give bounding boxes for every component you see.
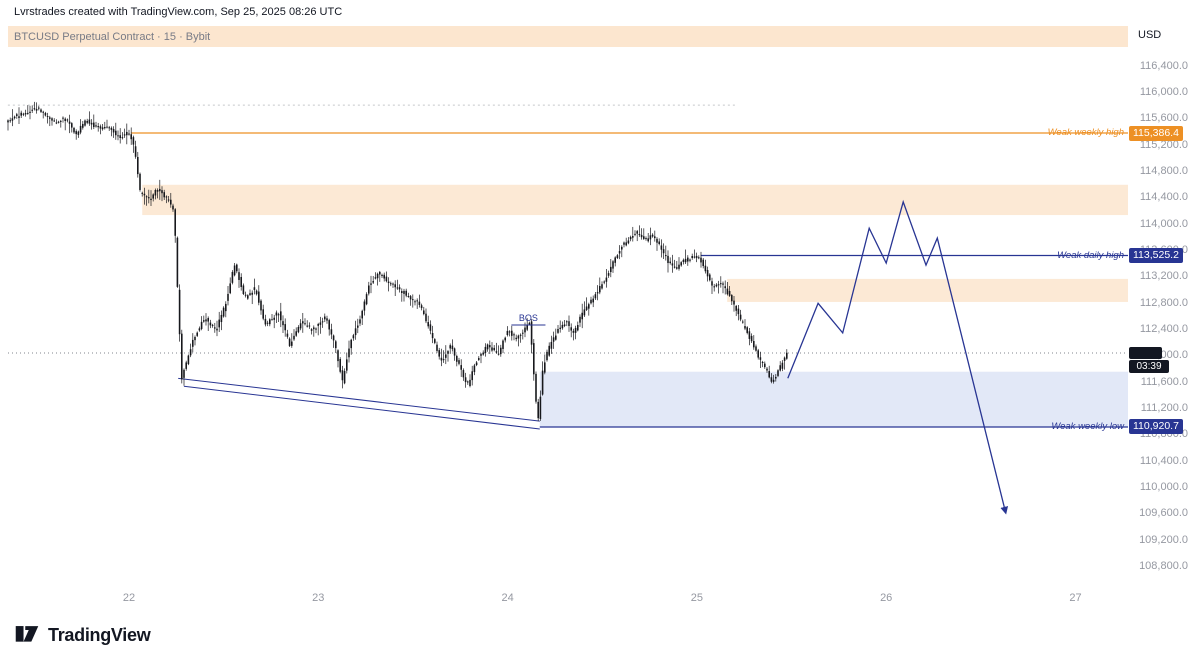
- time-tick-label: 27: [1069, 592, 1082, 604]
- price-tick-label: 110,400.0: [1139, 454, 1188, 467]
- level-lines-group: [130, 132, 1128, 428]
- dotted-lines-group: [7, 104, 1128, 354]
- price-tick-label: 114,800.0: [1139, 165, 1188, 178]
- symbol-title-band: BTCUSD Perpetual Contract · 15 · Bybit: [8, 26, 1128, 47]
- wedge-trendlines-group: [178, 377, 540, 430]
- time-tick-label: 25: [690, 592, 704, 604]
- time-tick-label: 22: [122, 592, 136, 604]
- tradingview-logo-icon: [14, 620, 40, 651]
- demand-zone: [539, 371, 1128, 427]
- price-tick-label: 111,200.0: [1140, 402, 1188, 415]
- symbol-title[interactable]: BTCUSD Perpetual Contract · 15 · Bybit: [14, 30, 211, 43]
- weak-weekly-high-label: Weak weekly high: [1047, 127, 1124, 138]
- price-tick-label: 110,000.0: [1139, 481, 1188, 494]
- price-tick-label: 109,200.0: [1139, 533, 1188, 546]
- price-tick-label: 116,400.0: [1139, 59, 1188, 72]
- price-scale-currency-label: USD: [1138, 29, 1162, 41]
- candles-group: [7, 101, 788, 422]
- zones-group: [142, 184, 1129, 427]
- weak-weekly-high-price-badge: 115,386.4: [1129, 125, 1183, 141]
- attribution-text: Lvrstrades created with TradingView.com,…: [14, 6, 343, 18]
- weak-weekly-low-label: Weak weekly low: [1051, 420, 1124, 432]
- price-tick-label: 108,800.0: [1139, 560, 1188, 573]
- supply-zone-1: [142, 184, 1129, 216]
- time-tick-label: 23: [312, 592, 325, 604]
- price-tick-label: 112,400.0: [1139, 323, 1188, 336]
- price-tick-label: 112,800.0: [1139, 296, 1188, 309]
- tradingview-logo-text: TradingView: [48, 625, 151, 645]
- time-tick-label: 26: [880, 592, 893, 604]
- price-tick-label: 116,000.0: [1139, 86, 1188, 99]
- price-tick-label: 114,000.0: [1139, 217, 1188, 230]
- bos-marker-group: BOS: [511, 313, 546, 326]
- price-tick-label: 109,600.0: [1139, 507, 1188, 520]
- bar-countdown-badge: 03:39: [1129, 360, 1169, 373]
- bos-label: BOS: [519, 313, 538, 323]
- weak-daily-high-price-badge: 113,525.2: [1129, 248, 1183, 264]
- price-tick-label: 115,600.0: [1139, 112, 1188, 125]
- tradingview-logo[interactable]: TradingView: [14, 620, 151, 651]
- projection-arrow-group: [787, 199, 1009, 515]
- current-price-badge: [1129, 347, 1162, 359]
- price-tick-label: 113,200.0: [1139, 270, 1188, 283]
- supply-zone-2: [727, 278, 1128, 302]
- price-tick-label: 111,600.0: [1140, 375, 1188, 388]
- price-tick-label: 114,400.0: [1139, 191, 1188, 204]
- projected-price-path: [787, 199, 1009, 515]
- time-tick-label: 24: [501, 592, 514, 604]
- weak-weekly-low-price-badge: 110,920.7: [1129, 419, 1183, 435]
- price-tick-label: 115,200.0: [1139, 138, 1188, 151]
- weak-daily-high-label: Weak daily high: [1057, 249, 1124, 261]
- wedge-line-2: [183, 385, 540, 430]
- wedge-line-1: [178, 377, 540, 422]
